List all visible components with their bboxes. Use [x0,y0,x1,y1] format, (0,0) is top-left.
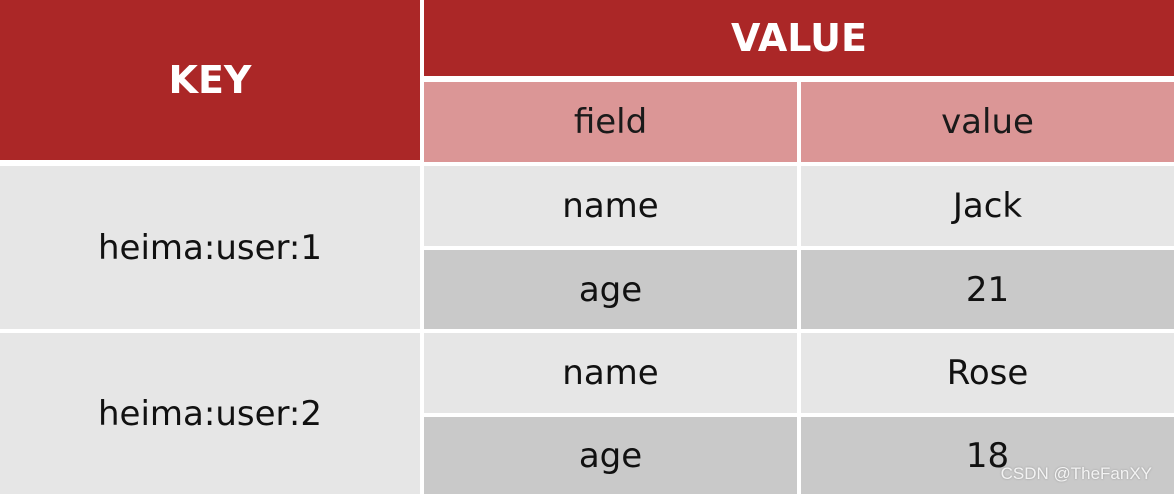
value-subheader: value [801,82,1174,162]
field-subheader: field [424,82,797,162]
value-cell: 21 [801,250,1174,329]
field-cell: name [424,166,797,246]
value-cell: Rose [801,333,1174,413]
key-cell: heima:user:2 [0,333,420,494]
field-cell: name [424,333,797,413]
csdn-watermark: CSDN @TheFanXY [1000,464,1152,483]
value-column-header: VALUE [424,0,1174,76]
key-column-header: KEY [0,0,420,160]
field-cell: age [424,417,797,494]
field-cell: age [424,250,797,329]
value-cell: Jack [801,166,1174,246]
key-cell: heima:user:1 [0,166,420,329]
value-cell: 18 [801,417,1174,494]
